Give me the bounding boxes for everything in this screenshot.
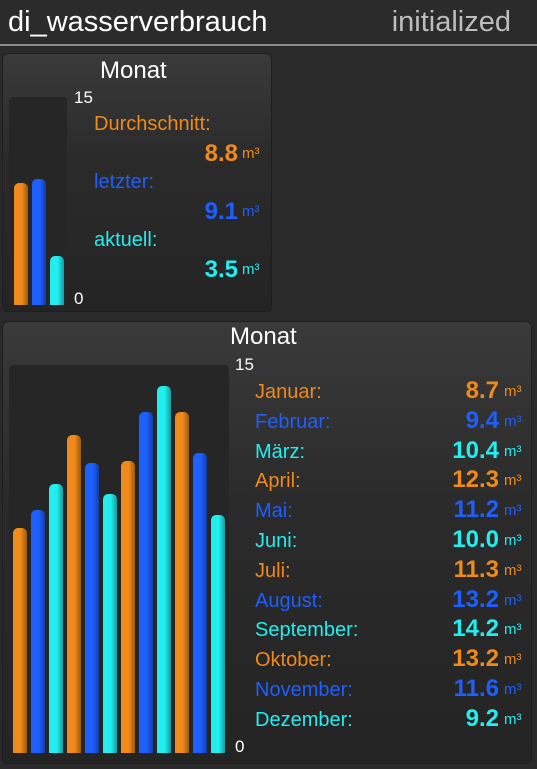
status-text: initialized [391,6,511,38]
month-value: 8.7 [465,377,499,404]
header: di_wasserverbrauch initialized [0,0,537,46]
month-unit: m³ [504,442,522,460]
month-value: 10.4 [452,436,499,464]
month-unit: m³ [504,651,522,669]
summary-card: Monat 15 0 Durchschnitt: 8.8 m³ letzter: 9.1… [2,53,272,312]
summary-title: Monat [100,57,167,84]
month-value: 13.2 [452,585,499,613]
monthly-bar-7 [139,411,153,753]
monthly-bar-5 [103,494,117,753]
month-unit: m³ [504,621,522,639]
summary-stat-unit: m³ [242,261,260,278]
monthly-bar-6 [121,460,135,753]
month-label: Juli: [255,559,291,582]
summary-stat-label: aktuell: [94,229,158,251]
summary-bar-0 [14,182,28,305]
summary-stat-value: 8.8 [204,140,238,167]
month-value: 14.2 [452,615,499,643]
monthly-bar-10 [193,452,207,753]
monthly-bar-1 [31,509,45,753]
monthly-axis-min: 0 [235,737,245,756]
month-unit: m³ [504,532,522,549]
summary-bar-1 [32,178,46,305]
month-unit: m³ [504,681,522,698]
month-value: 11.2 [453,496,499,524]
month-unit: m³ [504,472,522,490]
summary-bar-2 [50,256,64,305]
summary-stat-label: Durchschnitt: [94,113,211,135]
summary-stat-unit: m³ [242,145,260,162]
month-unit: m³ [504,412,522,430]
month-value: 11.3 [453,555,499,583]
month-label: Dezember: [255,708,353,731]
monthly-bar-8 [157,385,171,753]
monthly-bar-0 [13,527,27,753]
month-label: Juni: [255,530,298,552]
summary-stat-unit: m³ [242,203,260,220]
summary-stat-value: 3.5 [204,256,238,283]
summary-stat-value: 9.1 [204,198,238,225]
monthly-card: Monat 15 0 Januar: 8.7 m³ Februar: 9.4 m³ März… [2,321,532,764]
month-value: 13.2 [452,645,499,673]
summary-bar-chart [9,97,67,305]
month-value: 9.4 [465,406,499,434]
summary-axis-max: 15 [74,88,93,107]
month-label: März: [255,440,305,463]
month-unit: m³ [504,591,522,609]
monthly-bar-chart [9,365,229,753]
month-value: 10.0 [452,526,499,553]
month-value: 12.3 [452,466,499,494]
month-label: Mai: [255,500,293,523]
month-label: Oktober: [255,649,332,672]
monthly-bar-11 [211,515,225,753]
summary-stat-label: letzter: [94,171,155,193]
monthly-title: Monat [230,323,297,350]
month-unit: m³ [504,710,522,728]
month-unit: m³ [504,502,522,520]
month-label: November: [255,679,353,701]
month-value: 9.2 [465,704,499,732]
month-label: September: [255,619,359,642]
monthly-bar-4 [85,463,99,753]
monthly-bar-3 [67,434,81,753]
summary-axis-min: 0 [74,289,84,308]
monthly-bar-2 [49,484,63,753]
month-unit: m³ [504,561,522,579]
month-label: August: [255,589,323,612]
monthly-axis-max: 15 [235,355,254,374]
month-label: April: [255,470,301,493]
monthly-bar-9 [175,411,189,753]
month-value: 11.6 [453,675,499,702]
page-title: di_wasserverbrauch [8,6,268,38]
month-unit: m³ [504,383,522,400]
month-label: Februar: [255,410,331,433]
month-label: Januar: [255,381,322,403]
